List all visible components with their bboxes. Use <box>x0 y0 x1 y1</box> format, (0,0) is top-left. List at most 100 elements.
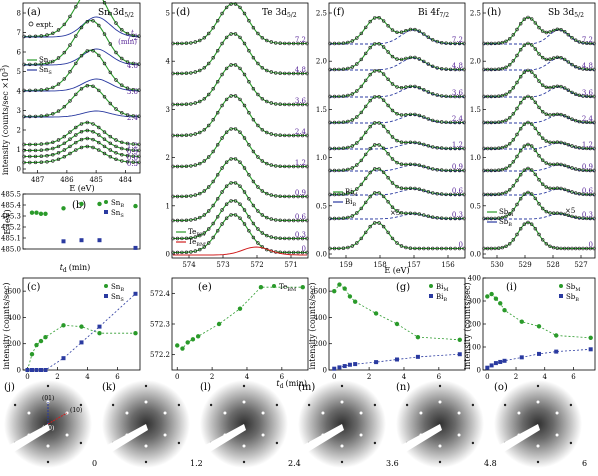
data-point <box>28 142 32 147</box>
data-point <box>518 100 523 105</box>
fit-curve <box>24 49 140 92</box>
data-point <box>97 201 102 207</box>
time-label: 1.2 <box>452 141 463 149</box>
data-point <box>269 40 273 44</box>
data-point <box>592 41 596 46</box>
leed-spot <box>340 384 344 388</box>
data-point <box>529 96 534 100</box>
data-point <box>30 368 34 372</box>
data-point <box>22 148 26 153</box>
data-point <box>537 178 541 182</box>
data-point <box>399 244 404 248</box>
data-point <box>404 56 408 61</box>
ytick-label: 5 <box>166 10 170 18</box>
data-point <box>175 194 180 199</box>
data-point <box>120 159 124 163</box>
data-point <box>431 215 435 219</box>
data-point <box>328 41 332 46</box>
data-point <box>56 157 61 162</box>
data-point <box>251 203 256 208</box>
data-point <box>462 94 466 99</box>
data-point <box>34 342 39 348</box>
data-point <box>457 146 462 151</box>
title-d: Te 3d5/2 <box>262 8 297 19</box>
data-point <box>120 111 124 115</box>
data-point <box>537 202 541 206</box>
data-point <box>377 95 381 99</box>
data-point <box>180 102 184 107</box>
data-point <box>207 92 211 97</box>
ytick-label: 400 <box>314 314 327 322</box>
data-point <box>337 168 341 173</box>
data-point <box>551 186 556 191</box>
component-curve <box>24 110 139 118</box>
leed-spot <box>125 411 129 415</box>
data-point <box>256 185 260 189</box>
data-point <box>548 186 552 191</box>
data-point <box>207 155 211 159</box>
data-point <box>415 334 421 340</box>
data-point <box>120 28 124 32</box>
data-point <box>189 250 193 254</box>
data-point <box>500 40 504 45</box>
data-point <box>551 140 556 145</box>
data-point <box>28 62 32 67</box>
data-point <box>242 166 247 170</box>
data-point <box>131 114 136 118</box>
data-point <box>180 133 184 138</box>
data-point <box>562 57 567 62</box>
data-point <box>559 140 563 145</box>
data-point <box>108 42 113 46</box>
data-point <box>260 189 264 193</box>
data-point <box>34 368 39 372</box>
data-point <box>417 113 421 118</box>
data-point <box>508 212 512 216</box>
data-point <box>386 152 390 156</box>
data-point <box>56 28 61 32</box>
data-point <box>462 146 466 151</box>
data-point <box>91 145 95 150</box>
data-point <box>247 48 251 53</box>
data-point <box>435 39 439 44</box>
data-point <box>68 14 72 19</box>
data-point <box>62 77 67 81</box>
svg-text:SbB: SbB <box>499 218 512 228</box>
data-point <box>22 142 26 147</box>
data-point <box>374 360 379 365</box>
data-point <box>373 143 377 147</box>
data-point <box>431 118 435 123</box>
panel-h <box>482 2 596 259</box>
label-b: (b) <box>72 200 86 211</box>
data-point <box>291 250 296 255</box>
xtick-label: 528 <box>546 261 559 269</box>
data-point <box>207 185 211 189</box>
data-point <box>504 118 508 123</box>
data-point <box>120 56 124 61</box>
data-point <box>296 164 300 169</box>
data-point <box>570 90 574 95</box>
leed-panel-label: (m) <box>298 382 315 393</box>
xtick-label: 530 <box>490 261 503 269</box>
data-point <box>337 192 341 197</box>
data-point <box>404 211 408 216</box>
data-point <box>533 172 537 177</box>
data-point <box>278 41 282 45</box>
data-point <box>404 245 408 250</box>
time-label: 3.6 <box>452 89 464 97</box>
data-point <box>462 168 466 173</box>
data-point <box>368 98 372 103</box>
data-point <box>453 146 457 151</box>
data-point <box>274 218 278 222</box>
data-point <box>500 93 504 98</box>
data-point <box>45 33 49 37</box>
xlabel-e-td: td (min) <box>276 379 307 390</box>
data-point <box>584 246 589 251</box>
data-point <box>85 20 90 24</box>
data-point <box>56 138 61 142</box>
time-label: 0.9 <box>127 148 138 156</box>
xtick-label: 157 <box>407 261 420 269</box>
data-point <box>359 110 363 115</box>
data-point <box>102 151 107 156</box>
data-point <box>404 186 408 191</box>
data-point <box>511 59 515 63</box>
